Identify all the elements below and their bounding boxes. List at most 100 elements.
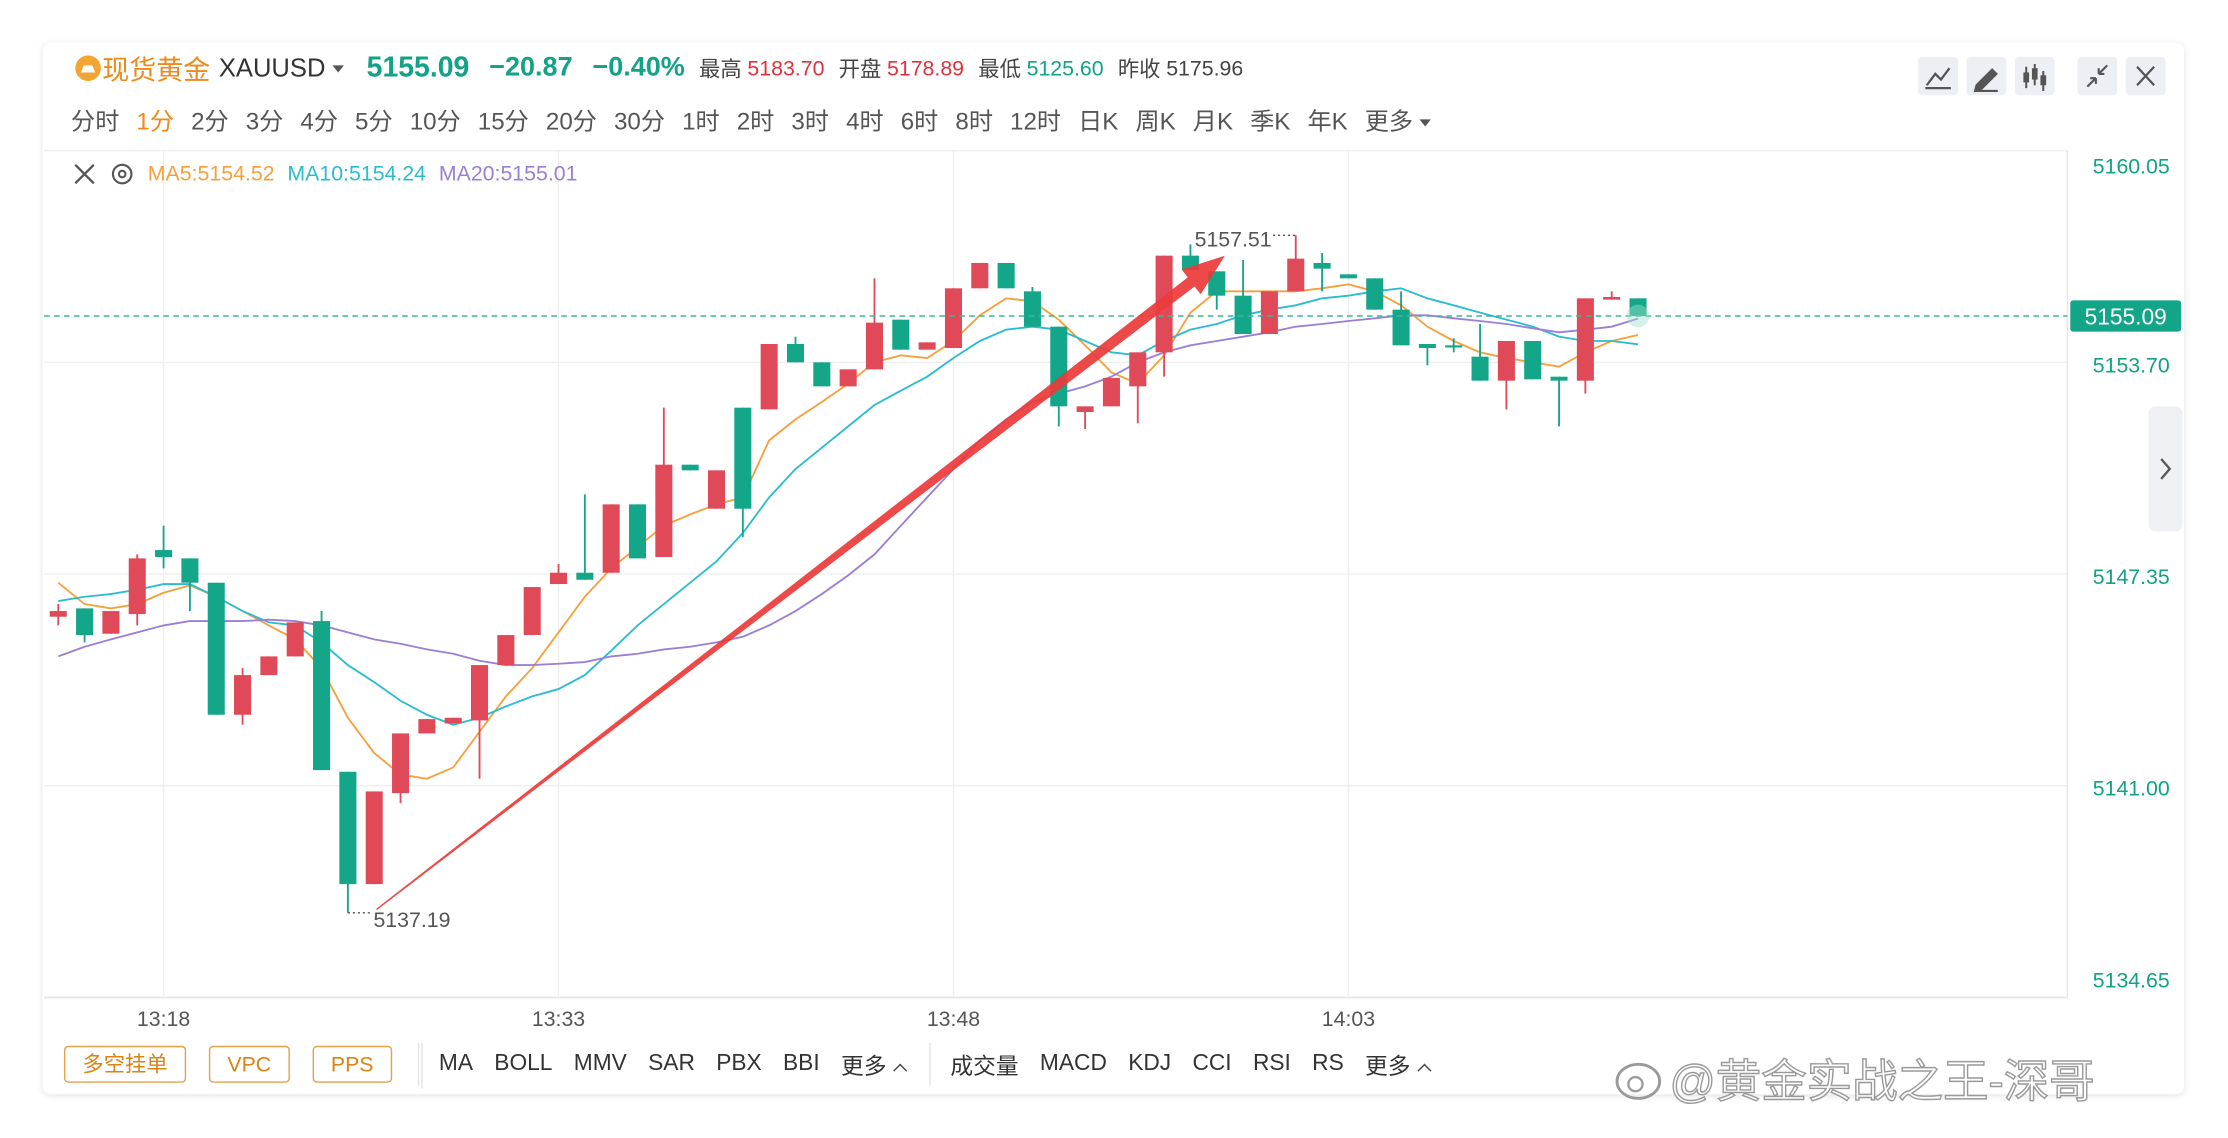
legend-item: MA105154.24: [287, 161, 426, 185]
main-indicator[interactable]: MA: [438, 1051, 473, 1076]
toolbar-icons[interactable]: [1918, 56, 2166, 96]
tool-button[interactable]: PPS: [312, 1045, 392, 1083]
timeframe[interactable]: 10分: [409, 107, 461, 135]
candle-body: [1576, 298, 1594, 381]
timeframe[interactable]: 6时: [900, 107, 939, 135]
divider: [929, 1042, 931, 1086]
timeframe[interactable]: 12时: [1010, 107, 1062, 135]
card: [42, 42, 2184, 1095]
symbol-code-text: XAUUSD: [218, 53, 326, 82]
sub-indicator[interactable]: MACD: [1039, 1051, 1107, 1076]
candle-body: [813, 362, 831, 387]
candle-body: [76, 608, 94, 636]
timeframe[interactable]: 20分: [545, 107, 597, 135]
candle-body: [892, 319, 910, 350]
main-indicator[interactable]: BBI: [782, 1051, 820, 1076]
candle-body: [549, 572, 568, 585]
timeframe[interactable]: 4分: [300, 107, 339, 135]
candle-body: [365, 791, 383, 885]
last-price: 5155.09: [366, 51, 470, 84]
sub-indicator[interactable]: KDJ: [1128, 1051, 1172, 1076]
legend-icons[interactable]: [74, 163, 133, 185]
tool-button[interactable]: VPC: [208, 1045, 290, 1083]
candle-body: [576, 572, 594, 580]
candle-body: [155, 550, 173, 558]
timeframe[interactable]: 月K: [1192, 107, 1234, 135]
timeframe[interactable]: 4时: [846, 107, 884, 135]
symbol-code[interactable]: XAUUSD: [219, 53, 344, 83]
y-tick-label: 5147.35: [2093, 565, 2170, 589]
timeframe[interactable]: 1分: [136, 107, 175, 135]
candle-body: [1129, 352, 1147, 387]
candle-body: [1287, 258, 1305, 292]
candle-body: [1366, 278, 1384, 310]
tool-button[interactable]: 多空挂单: [63, 1045, 187, 1083]
last-price-label: 5155.09: [2085, 304, 2167, 330]
candle-body: [1524, 340, 1542, 380]
main-indicator[interactable]: SAR: [648, 1051, 695, 1076]
timeframe[interactable]: 1时: [682, 107, 720, 135]
main-indicator[interactable]: 更多: [841, 1047, 907, 1081]
timeframe[interactable]: 2时: [736, 107, 775, 135]
main-indicator[interactable]: MMV: [573, 1051, 627, 1076]
icon-button[interactable]: [2077, 56, 2118, 96]
main-indicator[interactable]: BOLL: [494, 1051, 553, 1076]
candle-body: [102, 611, 120, 634]
legend-settings[interactable]: [111, 163, 133, 185]
watermark: @黄金实战之王-深哥: [1669, 1055, 2095, 1108]
timeframe[interactable]: 分时: [71, 107, 120, 135]
sub-indicator[interactable]: CCI: [1192, 1051, 1232, 1076]
sub-indicator[interactable]: RSI: [1252, 1051, 1291, 1076]
timeframe[interactable]: 2分: [191, 107, 229, 135]
timeframe[interactable]: 3分: [245, 107, 284, 135]
stat-value: 5178.89: [886, 56, 965, 81]
candle-body: [1339, 274, 1357, 279]
candle-body: [1629, 298, 1647, 316]
candle-body: [128, 558, 146, 615]
timeframe[interactable]: 年K: [1307, 107, 1348, 135]
sub-indicator[interactable]: RS: [1312, 1051, 1344, 1076]
candle-body: [1550, 376, 1568, 381]
x-tick-label: 13:33: [532, 1007, 585, 1031]
timeframe-bar: 分时 1分 2分 3分 4分 5分 10分 15分 20分 30分 1时 2时 3时 4时 6时 8时 12时日…: [71, 99, 1432, 136]
main-indicator[interactable]: PBX: [716, 1051, 762, 1076]
plot-area: 5134.65 5141.00 5147.35 5153.70 5160.05 13:18…: [44, 149, 2182, 1031]
timeframe[interactable]: 3时: [791, 107, 830, 135]
legend-name: MA5: [148, 161, 198, 185]
candle-body: [234, 675, 252, 715]
timeframe[interactable]: 周K: [1135, 107, 1176, 135]
legend-value: 5155.01: [500, 161, 578, 186]
candle-body: [471, 665, 489, 721]
symbol-name: 现货黄金: [102, 56, 211, 86]
timeframe[interactable]: 8时: [955, 107, 994, 135]
candle-body: [286, 622, 304, 657]
candle-body: [444, 717, 462, 724]
stat-label: 昨收: [1117, 57, 1161, 82]
timeframe[interactable]: 日K: [1078, 107, 1119, 135]
candle-body: [313, 621, 331, 771]
side-tab[interactable]: [2148, 406, 2183, 532]
timeframe[interactable]: 5分: [355, 107, 393, 135]
candle-body: [1603, 296, 1621, 300]
sub-indicator[interactable]: 成交量: [950, 1055, 1019, 1080]
timeframe[interactable]: 季K: [1250, 107, 1291, 135]
timeframe[interactable]: 更多: [1365, 100, 1432, 136]
legend-value: 5154.52: [197, 161, 275, 186]
price-change-pct: −0.40%: [592, 52, 685, 83]
sub-indicator[interactable]: 更多: [1365, 1047, 1432, 1081]
timeframe[interactable]: 15分: [477, 107, 529, 135]
candle-body: [260, 656, 278, 676]
quote-header: 现货黄金 XAUUSD 5155.09 −20.87 −0.40% 最高 5183…: [71, 50, 1243, 87]
last-price-glow: [1626, 304, 1650, 328]
x-tick-label: 13:48: [927, 1007, 980, 1031]
candle-body: [865, 322, 884, 370]
ma-legend: MA55154.52 MA105154.24 MA205155.01: [71, 158, 590, 189]
legend-close[interactable]: [74, 164, 95, 185]
timeframe[interactable]: 30分: [613, 107, 666, 135]
chevron: [1417, 1063, 1432, 1078]
candle-body: [1392, 309, 1410, 346]
stat-value: 5125.60: [1026, 56, 1104, 81]
candle-body: [1234, 295, 1252, 334]
divider: [417, 1042, 419, 1086]
stat-label: 最高: [699, 57, 742, 82]
